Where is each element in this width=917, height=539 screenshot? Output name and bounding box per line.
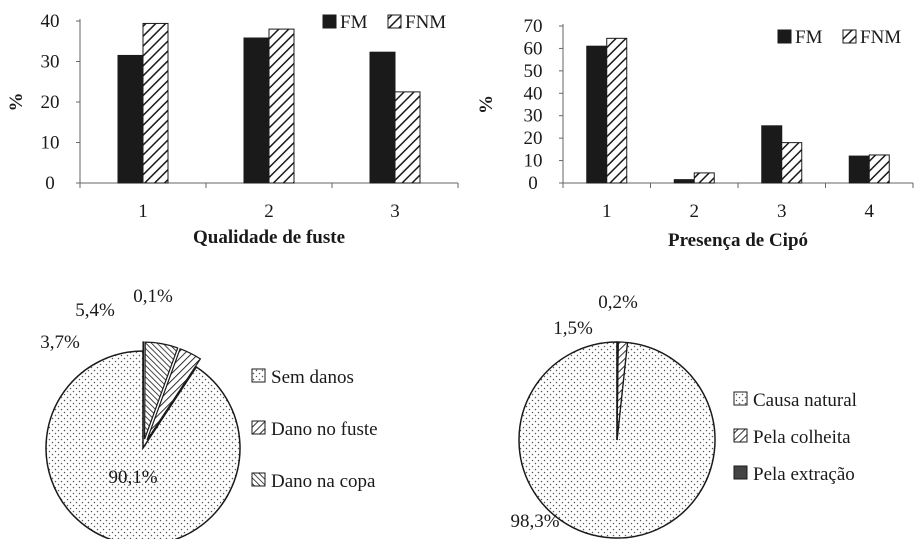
y-tick-label: 20 bbox=[41, 92, 60, 113]
bar-fnm-1 bbox=[142, 22, 169, 184]
y-tick-label: 60 bbox=[524, 38, 543, 59]
legend-swatch bbox=[251, 420, 266, 435]
legend-swatch-fm bbox=[777, 29, 792, 44]
bar-fnm-2 bbox=[693, 172, 715, 184]
slice-percent-label: 90,1% bbox=[108, 467, 157, 488]
bar-fm-3 bbox=[369, 51, 396, 184]
x-tick-label: 3 bbox=[390, 201, 400, 222]
bar-fm-2 bbox=[673, 179, 695, 184]
slice-percent-label: 98,3% bbox=[510, 511, 559, 532]
bar-fm-3 bbox=[761, 125, 783, 184]
bar-fnm-1 bbox=[606, 37, 628, 184]
pie-slice-dano-no-fuste bbox=[146, 348, 202, 441]
y-tick-label: 10 bbox=[41, 133, 60, 154]
x-tick-label: 2 bbox=[690, 201, 700, 222]
legend-label: Dano no fuste bbox=[271, 419, 378, 440]
legend-label: Dano na copa bbox=[271, 471, 376, 492]
slice-percent-label: 0,1% bbox=[133, 286, 173, 307]
bar-fnm-2 bbox=[268, 28, 295, 184]
legend-label-fm: FM bbox=[795, 27, 823, 48]
x-tick-label: 3 bbox=[777, 201, 787, 222]
bar-fnm-3 bbox=[394, 91, 421, 184]
legend-label-fnm: FNM bbox=[405, 12, 446, 33]
x-axis-title: Presença de Cipó bbox=[668, 230, 808, 251]
y-axis-title: % bbox=[6, 93, 27, 112]
slice-percent-label: 5,4% bbox=[75, 300, 115, 321]
bar-fnm-4 bbox=[868, 154, 890, 184]
legend-swatch bbox=[251, 472, 266, 487]
bar-fm-4 bbox=[848, 155, 870, 184]
y-tick-label: 20 bbox=[524, 128, 543, 149]
legend-swatch bbox=[251, 368, 266, 383]
y-tick-label: 0 bbox=[45, 173, 55, 194]
legend-label-fnm: FNM bbox=[860, 27, 901, 48]
legend-swatch-fnm bbox=[387, 14, 402, 29]
x-tick-label: 4 bbox=[865, 201, 875, 222]
y-tick-label: 10 bbox=[524, 151, 543, 172]
x-tick-label: 1 bbox=[138, 201, 148, 222]
bar-fm-1 bbox=[117, 54, 144, 184]
legend-swatch bbox=[733, 391, 748, 406]
legend-label-fm: FM bbox=[340, 12, 368, 33]
y-tick-label: 30 bbox=[524, 106, 543, 127]
legend-swatch bbox=[733, 428, 748, 443]
y-tick-label: 50 bbox=[524, 61, 543, 82]
legend-label: Pela colheita bbox=[753, 427, 851, 448]
bar-fm-2 bbox=[243, 37, 270, 184]
legend-swatch-fnm bbox=[842, 29, 857, 44]
pie-slice-minor bbox=[142, 341, 145, 440]
bar-fnm-3 bbox=[781, 142, 803, 184]
pie-slice-sem-danos bbox=[45, 350, 241, 539]
legend-swatch-fm bbox=[322, 14, 337, 29]
x-tick-label: 1 bbox=[602, 201, 612, 222]
slice-percent-label: 1,5% bbox=[553, 318, 593, 339]
y-tick-label: 40 bbox=[524, 83, 543, 104]
y-tick-label: 40 bbox=[41, 11, 60, 32]
pie-slice-dano-na-copa bbox=[143, 341, 179, 440]
x-axis-title: Qualidade de fuste bbox=[193, 227, 345, 248]
y-tick-label: 30 bbox=[41, 52, 60, 73]
legend-swatch bbox=[733, 465, 748, 480]
pie-slice-pela-extração bbox=[616, 341, 619, 441]
y-axis-title: % bbox=[476, 95, 497, 114]
bar-fm-1 bbox=[586, 45, 608, 184]
legend-label: Pela extração bbox=[753, 464, 855, 485]
legend-label: Causa natural bbox=[753, 390, 857, 411]
y-tick-label: 70 bbox=[524, 16, 543, 37]
slice-percent-label: 0,2% bbox=[598, 292, 638, 313]
slice-percent-label: 3,7% bbox=[40, 332, 80, 353]
legend-label: Sem danos bbox=[271, 367, 354, 388]
x-tick-label: 2 bbox=[264, 201, 274, 222]
y-tick-label: 0 bbox=[528, 173, 538, 194]
